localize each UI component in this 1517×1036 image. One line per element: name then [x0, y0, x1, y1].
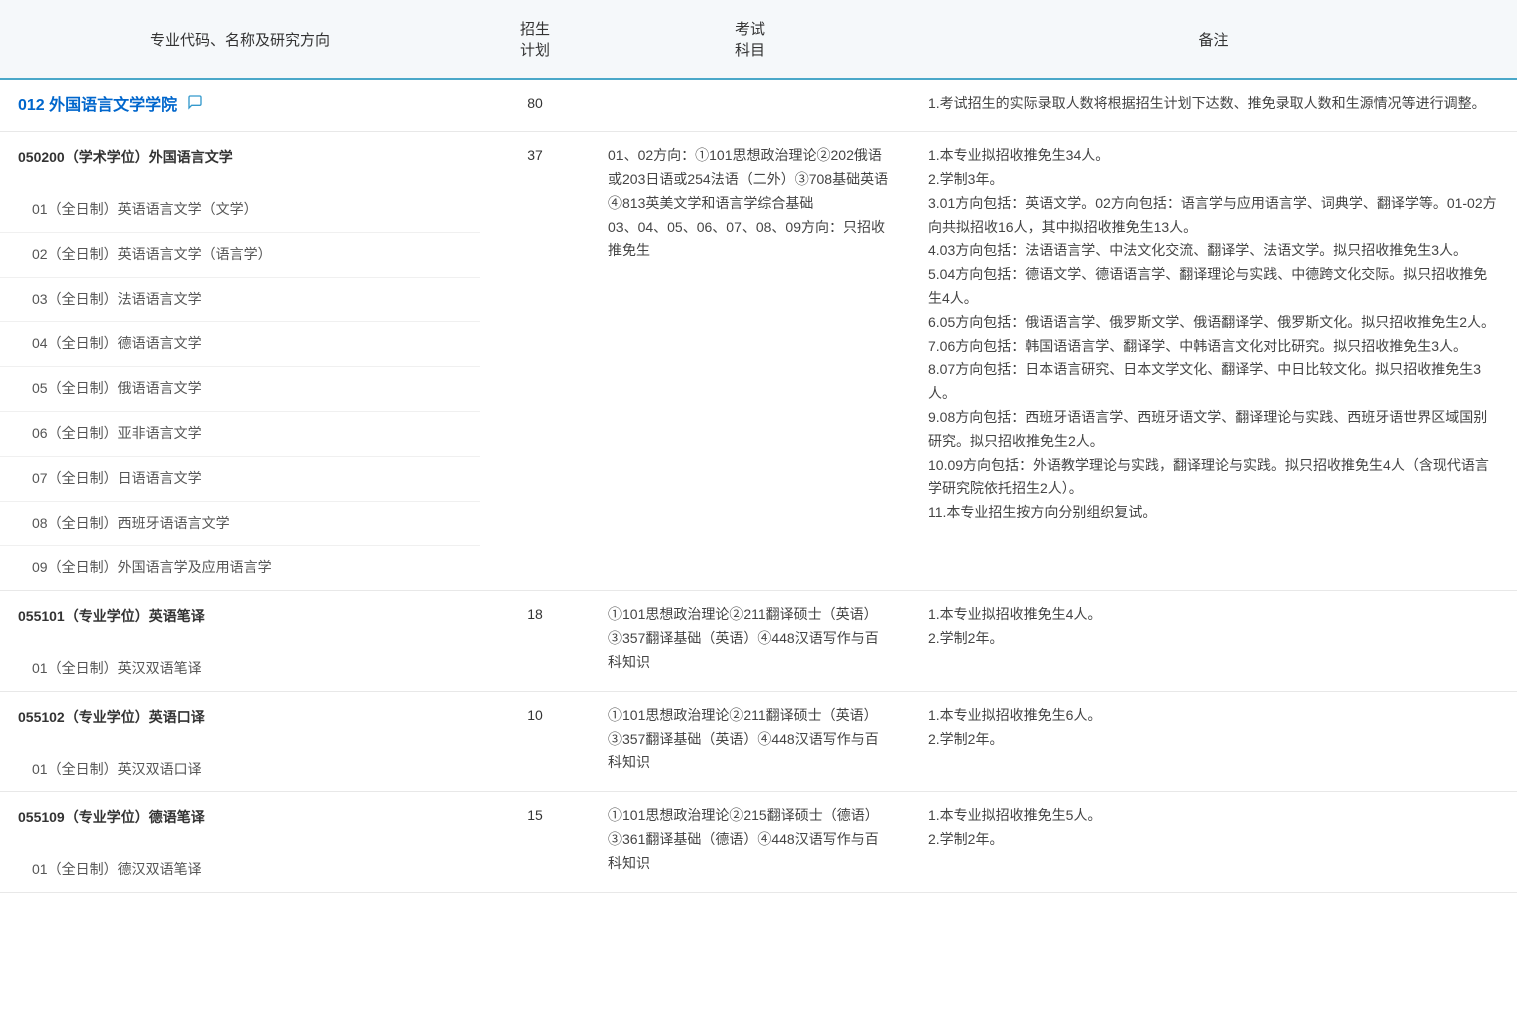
- direction-item[interactable]: 01（全日制）英汉双语口译: [0, 748, 480, 792]
- major-title[interactable]: 055101（专业学位）英语笔译: [0, 591, 480, 637]
- department-plan: 80: [480, 79, 590, 132]
- major-cell: 050200（学术学位）外国语言文学 01（全日制）英语语言文学（文学）02（全日…: [0, 132, 480, 591]
- direction-item[interactable]: 02（全日制）英语语言文学（语言学）: [0, 232, 480, 277]
- direction-list: 01（全日制）英汉双语口译: [0, 748, 480, 792]
- major-plan: 15: [480, 792, 590, 893]
- major-cell: 055101（专业学位）英语笔译 01（全日制）英汉双语笔译: [0, 591, 480, 692]
- major-subjects: ①101思想政治理论②215翻译硕士（德语）③361翻译基础（德语）④448汉语…: [590, 792, 910, 893]
- major-plan: 10: [480, 691, 590, 792]
- direction-item[interactable]: 07（全日制）日语语言文学: [0, 456, 480, 501]
- major-subjects: ①101思想政治理论②211翻译硕士（英语）③357翻译基础（英语）④448汉语…: [590, 591, 910, 692]
- header-notes: 备注: [910, 0, 1517, 79]
- major-title[interactable]: 055102（专业学位）英语口译: [0, 692, 480, 738]
- major-notes: 1.本专业拟招收推免生5人。 2.学制2年。: [910, 792, 1517, 893]
- direction-list: 01（全日制）英语语言文学（文学）02（全日制）英语语言文学（语言学）03（全日…: [0, 188, 480, 590]
- direction-item[interactable]: 05（全日制）俄语语言文学: [0, 366, 480, 411]
- major-notes: 1.本专业拟招收推免生34人。 2.学制3年。 3.01方向包括：英语文学。02…: [910, 132, 1517, 591]
- header-subjects: 考试 科目: [590, 0, 910, 79]
- direction-item[interactable]: 01（全日制）英语语言文学（文学）: [0, 188, 480, 232]
- major-title[interactable]: 055109（专业学位）德语笔译: [0, 792, 480, 838]
- major-row: 055101（专业学位）英语笔译 01（全日制）英汉双语笔译18①101思想政治理…: [0, 591, 1517, 692]
- major-notes: 1.本专业拟招收推免生6人。 2.学制2年。: [910, 691, 1517, 792]
- direction-list: 01（全日制）德汉双语笔译: [0, 848, 480, 892]
- table-header: 专业代码、名称及研究方向 招生 计划 考试 科目 备注: [0, 0, 1517, 79]
- header-plan: 招生 计划: [480, 0, 590, 79]
- department-title[interactable]: 012 外国语言文学学院: [18, 97, 177, 114]
- major-row: 055102（专业学位）英语口译 01（全日制）英汉双语口译10①101思想政治理…: [0, 691, 1517, 792]
- major-notes: 1.本专业拟招收推免生4人。 2.学制2年。: [910, 591, 1517, 692]
- major-plan: 18: [480, 591, 590, 692]
- direction-item[interactable]: 04（全日制）德语语言文学: [0, 321, 480, 366]
- direction-list: 01（全日制）英汉双语笔译: [0, 647, 480, 691]
- major-subjects: 01、02方向：①101思想政治理论②202俄语或203日语或254法语（二外）…: [590, 132, 910, 591]
- department-row: 012 外国语言文学学院 80 1.考试招生的实际录取人数将根据招生计划下达数、…: [0, 79, 1517, 132]
- admissions-table-wrapper: 专业代码、名称及研究方向 招生 计划 考试 科目 备注 012 外国语言文学学院…: [0, 0, 1517, 893]
- direction-item[interactable]: 09（全日制）外国语言学及应用语言学: [0, 545, 480, 590]
- major-row: 050200（学术学位）外国语言文学 01（全日制）英语语言文学（文学）02（全日…: [0, 132, 1517, 591]
- direction-item[interactable]: 03（全日制）法语语言文学: [0, 277, 480, 322]
- major-plan: 37: [480, 132, 590, 591]
- major-row: 055109（专业学位）德语笔译 01（全日制）德汉双语笔译15①101思想政治理…: [0, 792, 1517, 893]
- direction-item[interactable]: 08（全日制）西班牙语语言文学: [0, 501, 480, 546]
- header-major: 专业代码、名称及研究方向: [0, 0, 480, 79]
- admissions-table: 专业代码、名称及研究方向 招生 计划 考试 科目 备注 012 外国语言文学学院…: [0, 0, 1517, 893]
- table-body: 012 外国语言文学学院 80 1.考试招生的实际录取人数将根据招生计划下达数、…: [0, 79, 1517, 892]
- major-title[interactable]: 050200（学术学位）外国语言文学: [0, 132, 480, 178]
- comment-icon[interactable]: [187, 94, 203, 118]
- major-cell: 055109（专业学位）德语笔译 01（全日制）德汉双语笔译: [0, 792, 480, 893]
- major-subjects: ①101思想政治理论②211翻译硕士（英语）③357翻译基础（英语）④448汉语…: [590, 691, 910, 792]
- major-cell: 055102（专业学位）英语口译 01（全日制）英汉双语口译: [0, 691, 480, 792]
- direction-item[interactable]: 01（全日制）德汉双语笔译: [0, 848, 480, 892]
- direction-item[interactable]: 06（全日制）亚非语言文学: [0, 411, 480, 456]
- direction-item[interactable]: 01（全日制）英汉双语笔译: [0, 647, 480, 691]
- department-subjects: [590, 79, 910, 132]
- department-note: 1.考试招生的实际录取人数将根据招生计划下达数、推免录取人数和生源情况等进行调整…: [910, 79, 1517, 132]
